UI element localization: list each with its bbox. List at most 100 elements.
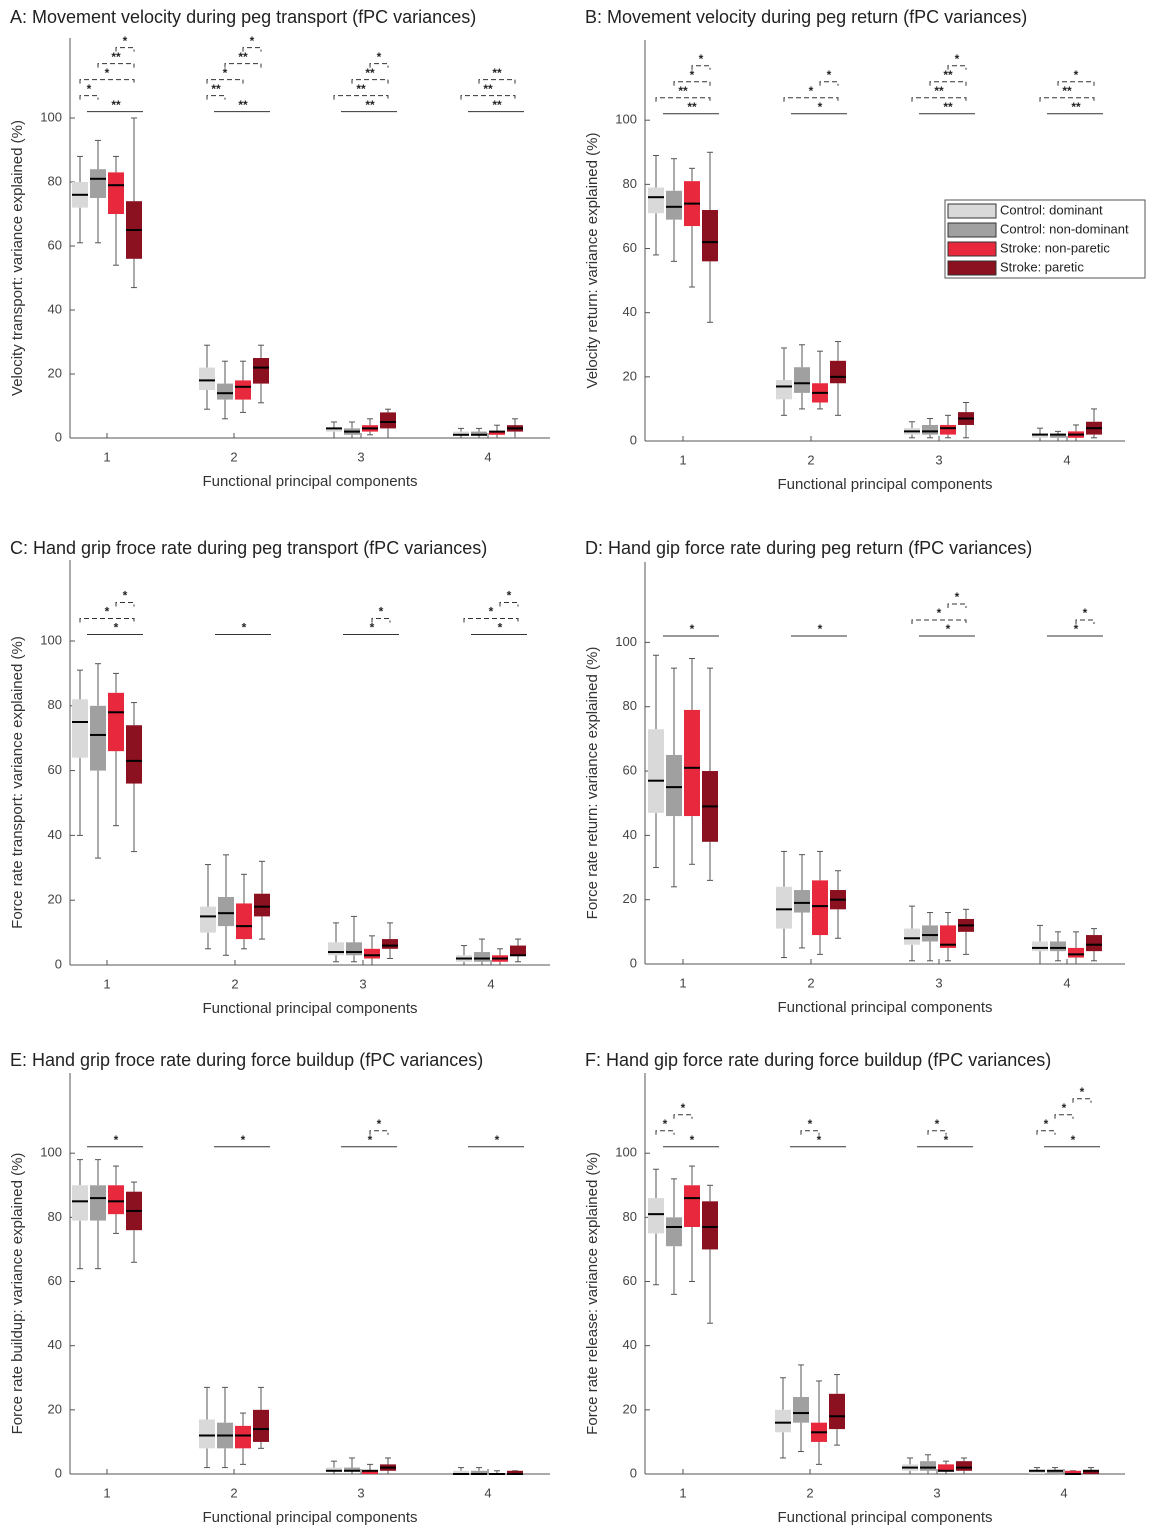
box-body <box>507 1470 523 1474</box>
y-tick-label: 20 <box>623 1401 637 1416</box>
x-tick-label: 1 <box>679 1485 686 1500</box>
y-tick-label: 0 <box>55 1465 62 1480</box>
box-body <box>829 1393 845 1430</box>
box-body <box>666 190 682 220</box>
y-tick-label: 80 <box>48 1209 62 1224</box>
y-tick-label: 60 <box>623 762 637 777</box>
box <box>362 1463 378 1475</box>
comparison-bracket <box>947 65 967 70</box>
box <box>218 854 234 956</box>
significance-label: * <box>123 589 128 603</box>
box <box>507 418 523 439</box>
comparison-bracket <box>79 79 135 84</box>
significance-label: * <box>827 68 832 82</box>
box <box>776 347 792 416</box>
y-tick-label: 40 <box>623 304 637 319</box>
significance-label: * <box>935 1117 940 1131</box>
box <box>217 1386 233 1469</box>
x-tick-label: 4 <box>1063 975 1070 990</box>
chart-title: B: Movement velocity during peg return (… <box>585 7 1027 27</box>
box-body <box>344 1467 360 1471</box>
x-tick-label: 4 <box>484 1485 491 1500</box>
comparison-bracket <box>242 47 262 52</box>
significance-label: * <box>498 621 503 635</box>
comparison-bracket <box>1075 619 1095 624</box>
box-body <box>254 893 270 917</box>
x-tick-label: 1 <box>679 452 686 467</box>
box-body <box>940 925 956 948</box>
comparison-bracket <box>463 618 519 623</box>
box <box>1029 1467 1045 1475</box>
box <box>775 1377 791 1459</box>
significance-label: * <box>681 1101 686 1115</box>
y-tick-label: 0 <box>630 432 637 447</box>
comparison-bracket <box>691 65 711 70</box>
x-axis-label: Functional principal components <box>202 473 417 490</box>
y-tick-label: 80 <box>48 173 62 188</box>
box-body <box>776 380 792 400</box>
significance-label: * <box>377 50 382 64</box>
box <box>1068 931 1084 965</box>
box <box>830 870 846 939</box>
box <box>254 860 270 940</box>
x-tick-label: 3 <box>935 452 942 467</box>
chart-title: C: Hand grip froce rate during peg trans… <box>10 538 487 558</box>
box <box>956 1457 972 1475</box>
box-body <box>253 358 269 384</box>
box-body <box>382 939 398 949</box>
box <box>217 360 233 420</box>
significance-label: * <box>223 66 228 80</box>
x-axis-label: Functional principal components <box>202 1509 417 1526</box>
y-tick-label: 20 <box>623 368 637 383</box>
box <box>90 139 106 244</box>
legend-label: Stroke: non-paretic <box>1000 240 1110 255</box>
significance-label: * <box>1062 1101 1067 1115</box>
box <box>793 1364 809 1453</box>
box <box>126 1181 142 1263</box>
box <box>684 167 700 288</box>
box <box>380 1457 396 1475</box>
comparison-bracket <box>79 95 99 100</box>
y-tick-label: 40 <box>623 1337 637 1352</box>
y-tick-label: 100 <box>40 109 62 124</box>
box <box>811 1380 827 1465</box>
box <box>666 158 682 262</box>
significance-label: * <box>368 1133 373 1147</box>
y-tick-label: 60 <box>623 1273 637 1288</box>
box <box>380 408 396 439</box>
box <box>253 344 269 404</box>
box <box>471 1467 487 1475</box>
y-tick-label: 100 <box>615 634 637 649</box>
significance-label: * <box>1044 1117 1049 1131</box>
box-body <box>648 729 664 813</box>
y-tick-label: 20 <box>48 365 62 380</box>
box <box>72 155 88 244</box>
comparison-bracket <box>911 619 967 624</box>
x-tick-label: 2 <box>230 449 237 464</box>
comparison-bracket <box>369 63 389 68</box>
box <box>382 922 398 960</box>
box-body <box>702 210 718 262</box>
box-body <box>794 890 810 913</box>
legend-swatch <box>947 260 997 276</box>
comparison-bracket <box>911 97 967 102</box>
comparison-bracket <box>1036 1130 1056 1135</box>
significance-label: * <box>818 622 823 636</box>
comparison-bracket <box>800 1130 820 1135</box>
box-body <box>362 1470 378 1474</box>
box-body <box>235 380 251 400</box>
box-body <box>199 367 215 390</box>
box <box>648 1168 664 1286</box>
box <box>684 657 700 865</box>
comparison-bracket <box>1072 1098 1092 1103</box>
box <box>904 905 920 962</box>
significance-label: * <box>250 34 255 48</box>
significance-label: * <box>241 1133 246 1147</box>
box-body <box>922 424 938 435</box>
significance-label: * <box>690 68 695 82</box>
comparison-bracket <box>97 63 135 68</box>
significance-label: ** <box>356 82 366 96</box>
box <box>1086 408 1102 439</box>
box-body <box>108 1185 124 1215</box>
significance-label: * <box>489 605 494 619</box>
